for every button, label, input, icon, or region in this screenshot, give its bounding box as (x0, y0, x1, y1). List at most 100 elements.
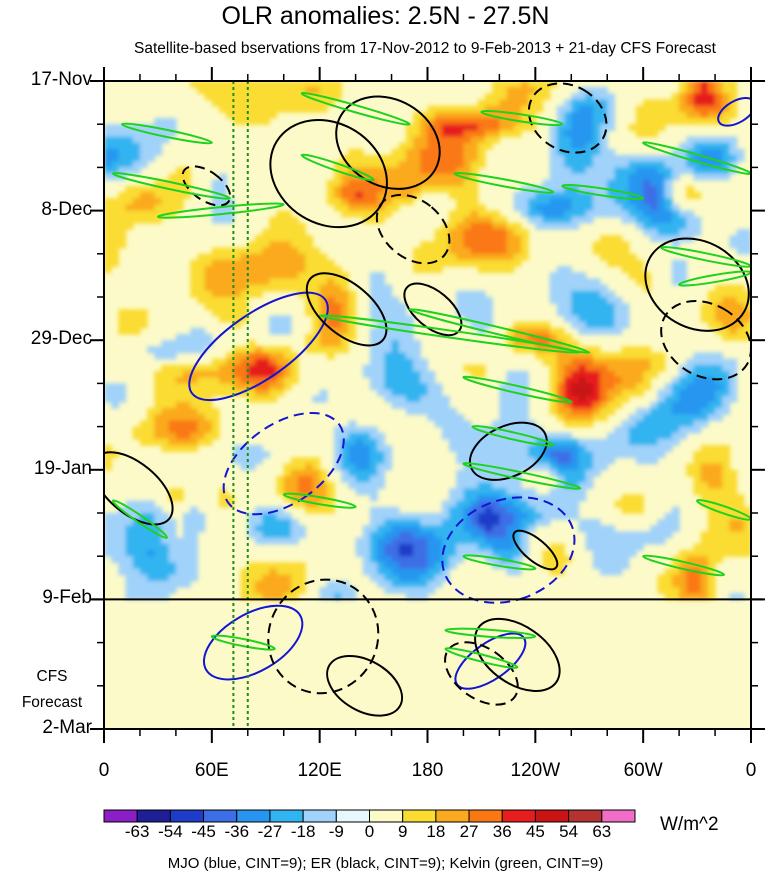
olr-cell (247, 81, 256, 88)
olr-cell (290, 247, 299, 255)
olr-cell (600, 235, 608, 243)
olr-cell (283, 364, 292, 372)
olr-cell (664, 155, 673, 162)
olr-cell (305, 309, 314, 317)
olr-cell (564, 179, 572, 187)
olr-cell (233, 253, 242, 261)
olr-cell (132, 192, 141, 199)
olr-cell (477, 136, 486, 144)
olr-cell (743, 235, 751, 243)
olr-cell (671, 204, 680, 212)
olr-cell (226, 297, 234, 304)
olr-cell (513, 340, 522, 347)
olr-cell (369, 278, 378, 286)
olr-cell (111, 253, 119, 261)
olr-cell (679, 111, 687, 119)
olr-cell (635, 105, 644, 113)
olr-cell (564, 204, 572, 212)
olr-cell (715, 284, 723, 292)
olr-cell (362, 185, 371, 193)
olr-cell (614, 297, 623, 304)
olr-cell (441, 247, 450, 255)
olr-cell (643, 155, 651, 162)
olr-cell (362, 173, 371, 181)
olr-cell (549, 364, 558, 372)
olr-cell (168, 371, 177, 378)
olr-cell (226, 81, 234, 88)
olr-cell (168, 346, 177, 354)
olr-cell (592, 315, 601, 323)
olr-cell (254, 364, 263, 372)
olr-cell (254, 118, 263, 125)
olr-cell (686, 93, 695, 101)
olr-cell (621, 352, 630, 360)
olr-cell (219, 290, 227, 298)
olr-cell (621, 303, 630, 310)
olr-cell (398, 155, 407, 162)
olr-cell (125, 216, 134, 224)
olr-cell (377, 290, 385, 298)
olr-cell (369, 192, 378, 199)
olr-cell (211, 371, 220, 378)
olr-cell (542, 87, 551, 94)
olr-cell (441, 111, 450, 119)
olr-cell (240, 284, 249, 292)
olr-cell (226, 253, 234, 261)
colorbar-box (468, 809, 503, 823)
olr-cell (686, 192, 695, 199)
olr-cell (456, 185, 465, 193)
olr-cell (118, 321, 127, 329)
olr-cell (226, 204, 234, 212)
olr-cell (183, 185, 191, 193)
olr-cell (175, 371, 184, 378)
olr-cell (549, 136, 558, 144)
olr-cell (434, 167, 443, 175)
olr-cell (226, 99, 234, 107)
olr-cell (585, 155, 594, 162)
olr-cell (420, 161, 429, 168)
olr-cell (614, 371, 623, 378)
olr-cell (104, 253, 112, 261)
olr-cell (413, 377, 421, 384)
olr-cell (405, 364, 414, 372)
olr-cell (650, 371, 659, 378)
olr-cell (449, 229, 457, 236)
olr-cell (341, 334, 350, 341)
olr-cell (556, 383, 565, 391)
olr-cell (635, 364, 644, 372)
olr-cell (643, 99, 651, 107)
olr-cell (556, 216, 565, 224)
olr-cell (600, 111, 608, 119)
olr-cell (499, 118, 508, 125)
olr-cell (463, 241, 472, 249)
olr-cell (693, 352, 702, 360)
olr-cell (607, 99, 616, 107)
olr-cell (118, 210, 127, 218)
olr-cell (326, 303, 335, 310)
olr-cell (700, 136, 709, 144)
olr-cell (585, 118, 594, 125)
olr-cell (463, 297, 472, 304)
olr-cell (269, 241, 278, 249)
olr-cell (269, 358, 278, 366)
olr-cell (657, 179, 666, 187)
olr-cell (420, 253, 429, 261)
olr-cell (427, 253, 436, 261)
olr-cell (262, 99, 270, 107)
olr-cell (513, 334, 522, 341)
olr-cell (362, 161, 371, 168)
olr-cell (513, 259, 522, 267)
olr-cell (104, 222, 112, 230)
olr-cell (470, 204, 479, 212)
olr-cell (226, 290, 234, 298)
olr-cell (643, 179, 651, 187)
olr-cell (118, 142, 127, 150)
olr-cell (334, 284, 342, 292)
olr-cell (657, 204, 666, 212)
olr-cell (111, 124, 119, 131)
olr-cell (643, 105, 651, 113)
olr-cell (686, 377, 695, 384)
olr-cell (348, 334, 357, 341)
olr-cell (671, 155, 680, 162)
olr-cell (240, 297, 249, 304)
